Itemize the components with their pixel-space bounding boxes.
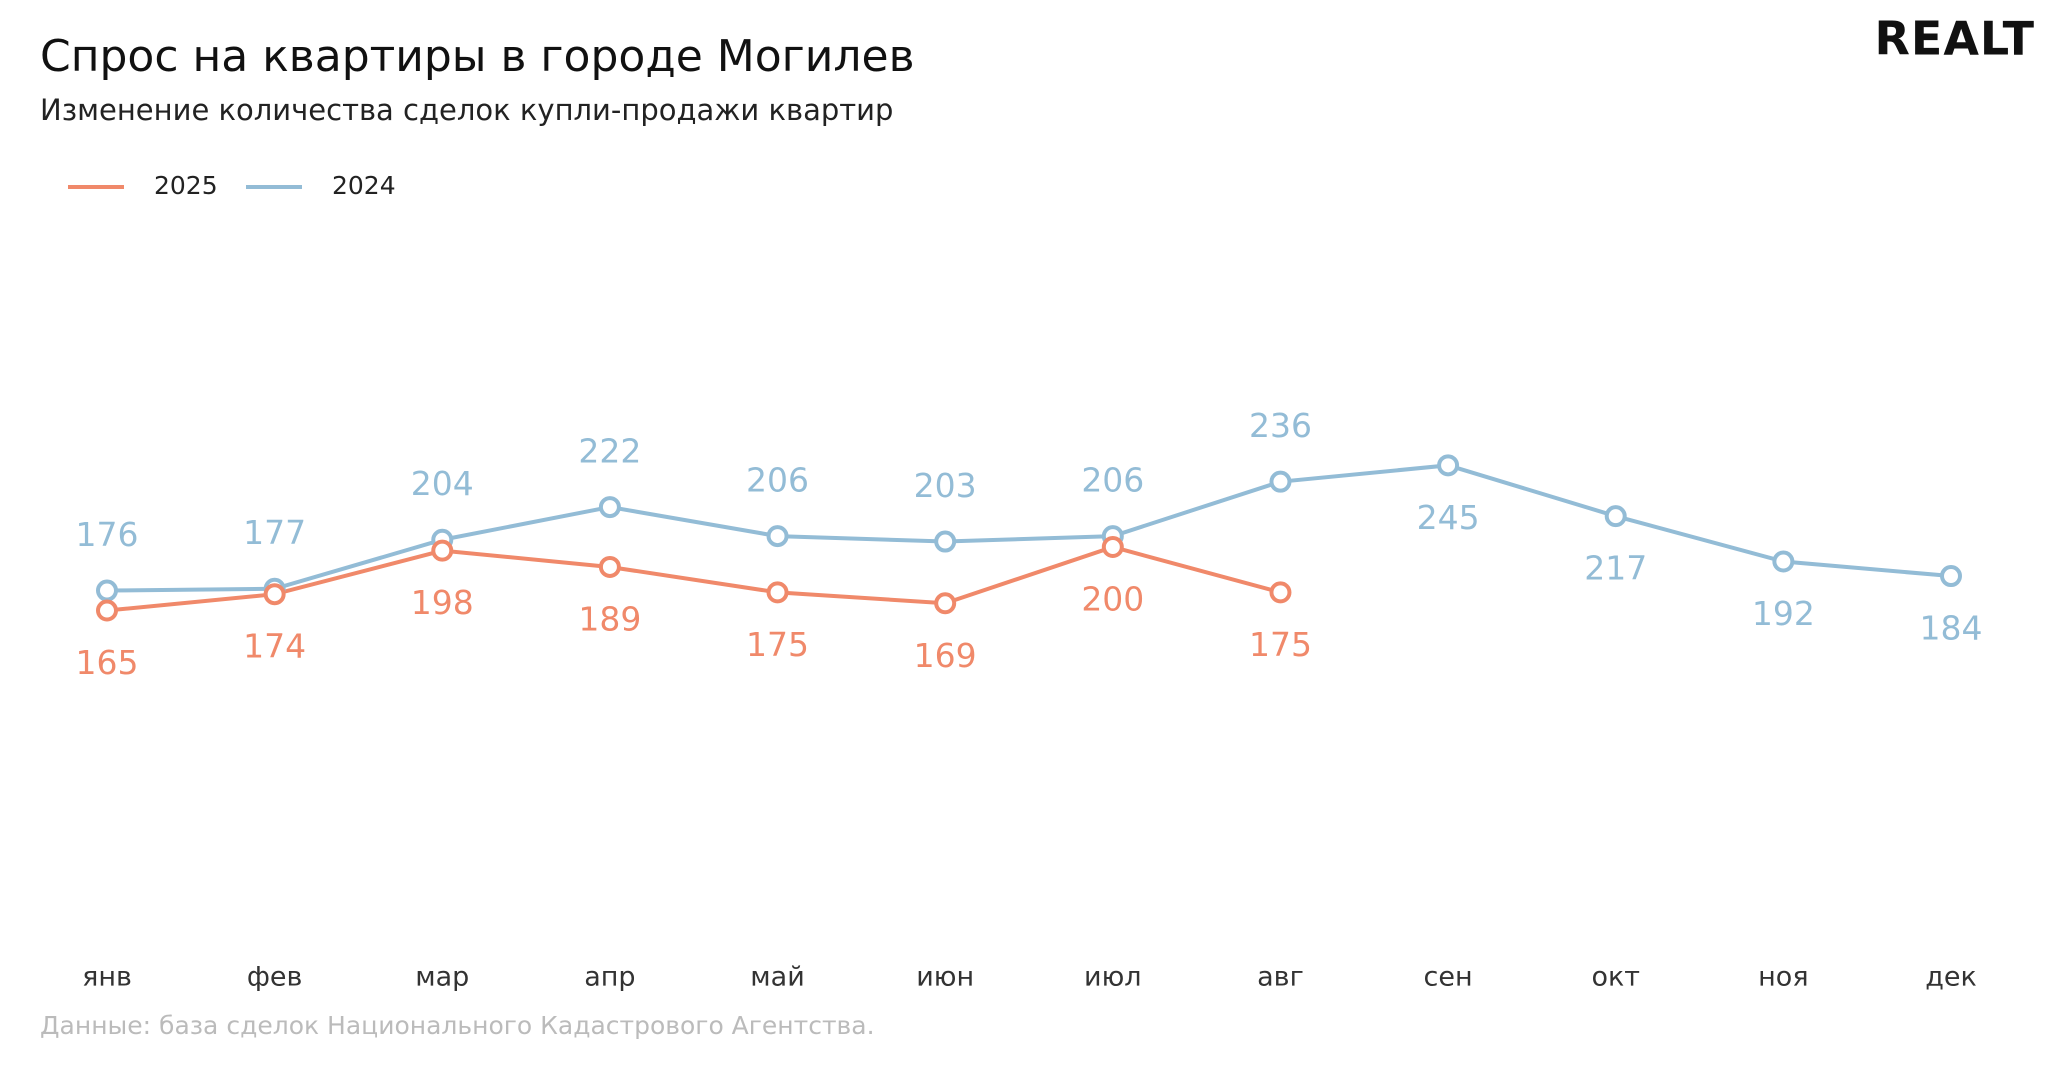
point (1269, 470, 1292, 493)
point (1101, 536, 1124, 558)
point (598, 496, 621, 519)
data-label: 245 (1417, 498, 1480, 537)
x-tick-label: май (750, 962, 804, 993)
point (934, 530, 957, 553)
point (96, 579, 118, 602)
x-tick-label: сен (1424, 962, 1473, 993)
x-tick-label: янв (82, 962, 132, 993)
x-tick-label: окт (1591, 962, 1640, 993)
point (598, 555, 621, 578)
point (1772, 550, 1795, 573)
x-tick-label: фев (247, 962, 303, 993)
point (934, 592, 957, 615)
data-label: 169 (914, 636, 977, 675)
chart-subtitle: Изменение количества сделок купли-продаж… (40, 93, 893, 127)
point (1437, 454, 1460, 477)
point (1269, 581, 1292, 604)
point (263, 583, 286, 606)
data-label: 192 (1752, 594, 1815, 633)
data-label: 175 (1249, 625, 1312, 664)
x-tick-label: мар (415, 962, 469, 993)
data-label: 222 (578, 432, 641, 471)
legend-label: 2024 (332, 171, 396, 200)
x-tick-label: дек (1925, 962, 1977, 993)
chart-title: Спрос на квартиры в городе Могилев (40, 31, 915, 82)
data-label: 189 (578, 599, 641, 638)
series-line (106, 544, 1281, 613)
data-label: 203 (914, 466, 977, 505)
data-label: 165 (76, 643, 139, 682)
data-label: 184 (1920, 609, 1983, 648)
data-label: 236 (1249, 406, 1312, 445)
data-label: 198 (411, 583, 474, 622)
legend-label: 2025 (154, 171, 218, 200)
data-label: 217 (1584, 549, 1647, 588)
data-label: 206 (746, 461, 809, 500)
point (766, 525, 789, 548)
data-label: 200 (1081, 580, 1144, 619)
logo: REALT (1874, 12, 2035, 66)
x-tick-label: июл (1084, 962, 1142, 993)
data-label: 204 (411, 464, 474, 503)
data-label: 206 (1081, 461, 1144, 500)
source-note: Данные: база сделок Национального Кадаст… (40, 1011, 875, 1040)
x-tick-label: ноя (1758, 962, 1808, 993)
data-label: 176 (76, 515, 139, 554)
point (431, 539, 454, 562)
x-tick-label: апр (584, 962, 635, 993)
data-label: 174 (243, 627, 306, 666)
x-tick-label: июн (916, 962, 974, 993)
point (96, 599, 118, 622)
data-label: 177 (243, 513, 306, 552)
point (766, 581, 789, 604)
data-label: 175 (746, 625, 809, 664)
point (1940, 565, 1962, 588)
x-tick-label: авг (1257, 962, 1304, 993)
point (1604, 505, 1627, 528)
series-line (106, 463, 1952, 593)
